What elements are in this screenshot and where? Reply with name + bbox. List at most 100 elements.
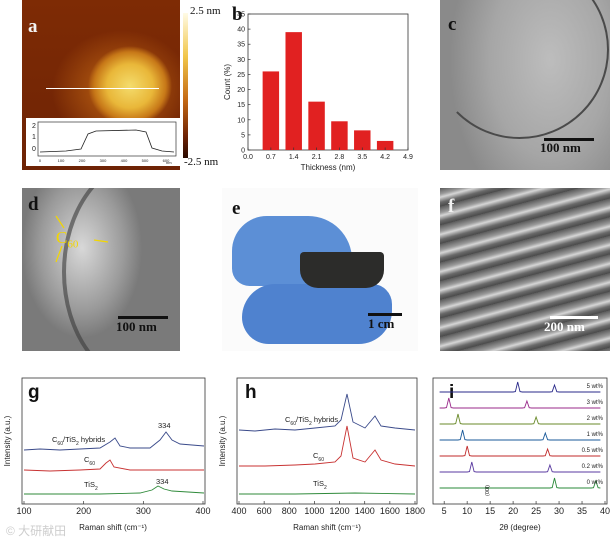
panel-f-sem: f 200 nm bbox=[440, 188, 610, 351]
panel-g-label: g bbox=[28, 382, 40, 403]
panel-i-xrd: i 5 wt% 3 wt% 2 wt% 1 wt% 0.5 wt% 0.2 wt% 0 wt… bbox=[425, 370, 610, 543]
film-sample bbox=[300, 252, 384, 288]
xrd-series-label: 5 wt% bbox=[587, 384, 604, 390]
histogram-y-tick: 40 bbox=[237, 27, 245, 34]
histogram-y-tick: 45 bbox=[237, 12, 245, 19]
afm-colorbar bbox=[183, 13, 188, 158]
raman-h-tis2-curve bbox=[239, 492, 416, 495]
panel-a-label: a bbox=[28, 16, 38, 37]
histogram-bar bbox=[376, 140, 394, 150]
histogram-x-tick: 2.8 bbox=[335, 154, 345, 161]
histogram-x-tick: 2.1 bbox=[312, 154, 322, 161]
xrd-series-curve bbox=[439, 413, 601, 425]
raman-h-y-label: Intensity (a.u.) bbox=[218, 415, 227, 466]
panel-f-label: f bbox=[448, 196, 455, 217]
raman-h-c60-curve bbox=[239, 425, 416, 467]
colorbar-max-label: 2.5 nm bbox=[190, 5, 221, 17]
x-tick-label: 1600 bbox=[380, 506, 400, 516]
raman-g-y-label: Intensity (a.u.) bbox=[3, 415, 12, 466]
thickness-histogram: 0.0 0.7 1.4 2.1 2.8 3.5 4.2 4.9 0 5 10 15 20 25 30 35 4… bbox=[223, 12, 413, 173]
x-tick-label: 1000 bbox=[304, 506, 324, 516]
afm-profile-plot: 2 1 0 0 100 200 300 400 500 600 nm bbox=[32, 121, 177, 165]
panel-a-afm: a 2 1 0 0 100 200 300 400 500 600 nm bbox=[22, 0, 180, 170]
afm-xtick: 100 bbox=[58, 158, 65, 163]
x-tick-label: 200 bbox=[76, 506, 91, 516]
panel-f-scale-bar bbox=[550, 316, 598, 319]
histogram-y-tick: 25 bbox=[237, 72, 245, 79]
x-tick-label: 20 bbox=[508, 506, 518, 516]
xrd-series-curve bbox=[439, 429, 601, 441]
histogram-bar bbox=[285, 32, 302, 151]
histogram-y-tick: 0 bbox=[241, 148, 245, 155]
afm-ytick: 0 bbox=[32, 146, 36, 153]
panel-f-scale-text: 200 nm bbox=[544, 319, 585, 334]
histogram-y-label: Count (%) bbox=[223, 64, 232, 100]
c60-sub-text: 60 bbox=[67, 238, 79, 251]
panel-e-scale-bar bbox=[368, 313, 402, 316]
x-tick-label: 40 bbox=[600, 506, 610, 516]
colorbar-min-label: -2.5 nm bbox=[184, 156, 219, 168]
histogram-frame bbox=[247, 13, 409, 151]
raman-h-x-label: Raman shift (cm⁻¹) bbox=[293, 523, 361, 532]
raman-g-peak-334-a: 334 bbox=[158, 421, 171, 430]
raman-g-peak-334-b: 334 bbox=[156, 477, 169, 486]
afm-profile-inset: 2 1 0 0 100 200 300 400 500 600 nm bbox=[26, 118, 180, 166]
panel-c-scale-bar bbox=[544, 138, 594, 141]
afm-ytick: 1 bbox=[32, 134, 36, 141]
xrd-plot-i: i 5 wt% 3 wt% 2 wt% 1 wt% 0.5 wt% 0.2 wt% 0 wt… bbox=[432, 377, 610, 532]
c60-main-text: C bbox=[56, 228, 68, 247]
histogram-x-label: Thickness (nm) bbox=[301, 163, 356, 172]
panel-b-histogram: b 0.0 0.7 1.4 2.1 2.8 3.5 4.2 4.9 0 5 10 15 20 25 30 3… bbox=[222, 0, 422, 180]
raman-h-hybrid-label: C60/TiS2 hybrids bbox=[285, 415, 338, 427]
histogram-y-tick: 35 bbox=[237, 42, 245, 49]
xrd-series-label: 2 wt% bbox=[587, 416, 604, 422]
x-tick-label: 1200 bbox=[330, 506, 350, 516]
xrd-x-label: 2θ (degree) bbox=[499, 523, 541, 532]
panel-c-tem: c 100 nm bbox=[440, 0, 610, 170]
afm-xtick: 400 bbox=[121, 158, 128, 163]
xrd-series-curve bbox=[439, 477, 601, 489]
raman-h-hybrid-curve bbox=[238, 393, 416, 432]
panel-i-label: i bbox=[449, 382, 454, 403]
xrd-peak-label: (00l) bbox=[485, 485, 491, 496]
raman-plot-h: h C60/TiS2 hybrids C60 TiS2 400 600 800 100… bbox=[218, 377, 425, 532]
xrd-series-label: 0.2 wt% bbox=[582, 464, 604, 470]
c60-arrows bbox=[55, 215, 109, 263]
panel-e-label: e bbox=[232, 198, 241, 219]
xrd-series-curve bbox=[439, 381, 601, 393]
xrd-series-label: 0 wt% bbox=[587, 480, 604, 486]
x-tick-label: 100 bbox=[16, 506, 31, 516]
x-tick-label: 1800 bbox=[405, 506, 425, 516]
panel-c-label: c bbox=[448, 14, 457, 35]
xrd-series-curve bbox=[439, 445, 601, 457]
panel-g-raman: g C60/TiS2 hybrids 334 C60 TiS2 334 100 2… bbox=[0, 370, 215, 543]
afm-x-unit: nm bbox=[166, 160, 172, 165]
afm-xtick: 600 bbox=[163, 158, 170, 163]
x-tick-label: 5 bbox=[442, 506, 447, 516]
xrd-series-label: 3 wt% bbox=[587, 400, 604, 406]
panel-h-raman: h C60/TiS2 hybrids C60 TiS2 400 600 800 100… bbox=[215, 370, 425, 543]
histogram-bar bbox=[354, 130, 371, 150]
xrd-series-label: 0.5 wt% bbox=[582, 448, 604, 454]
histogram-y-tick: 30 bbox=[237, 57, 245, 64]
histogram-bar bbox=[331, 121, 348, 150]
xrd-series-label: 1 wt% bbox=[587, 432, 604, 438]
glove-lower bbox=[242, 284, 392, 344]
watermark: © 大研献田 bbox=[6, 524, 67, 538]
panel-d-scale-bar bbox=[118, 316, 168, 319]
raman-g-c60-label: C60 bbox=[84, 455, 95, 467]
histogram-y-tick: 10 bbox=[237, 117, 245, 124]
raman-g-hybrid-curve bbox=[23, 431, 205, 451]
histogram-y-tick: 5 bbox=[241, 132, 245, 139]
raman-h-tis2-label: TiS2 bbox=[313, 479, 327, 491]
afm-xtick: 0 bbox=[39, 158, 42, 163]
afm-scan-line bbox=[46, 88, 159, 89]
raman-plot-g: g C60/TiS2 hybrids 334 C60 TiS2 334 100 2… bbox=[3, 377, 211, 532]
histogram-x-tick: 3.5 bbox=[357, 154, 367, 161]
x-tick-label: 300 bbox=[136, 506, 151, 516]
x-tick-label: 30 bbox=[554, 506, 564, 516]
x-tick-label: 1400 bbox=[355, 506, 375, 516]
raman-h-c60-label: C60 bbox=[313, 451, 324, 463]
histogram-x-tick: 0.0 bbox=[243, 154, 253, 161]
x-tick-label: 600 bbox=[257, 506, 272, 516]
